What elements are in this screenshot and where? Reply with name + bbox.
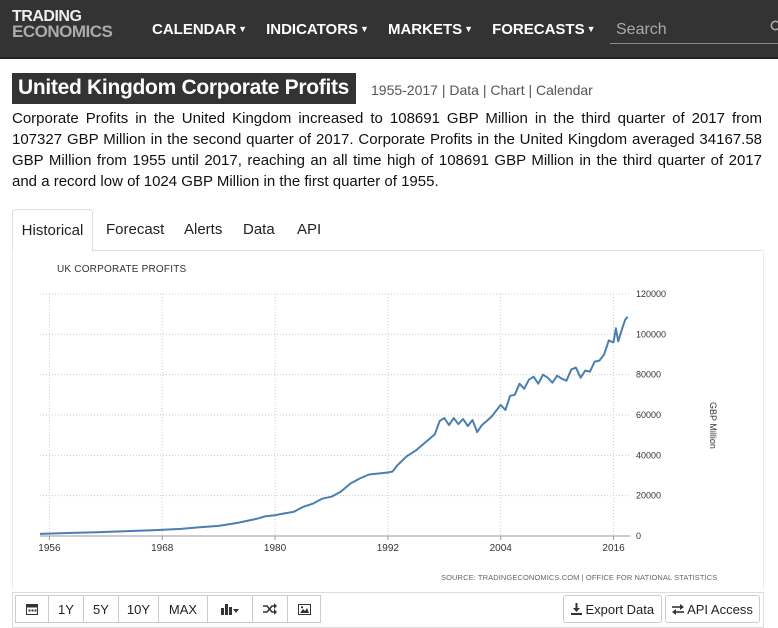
calendar-icon	[26, 602, 38, 617]
export-data-label: Export Data	[585, 602, 655, 617]
top-navbar: TRADING ECONOMICS CALENDAR ▼ INDICATORS ▼ …	[0, 0, 778, 59]
image-button[interactable]	[287, 595, 321, 623]
chart-toolbar: 1Y 5Y 10Y MAX Export Data API Acces	[12, 592, 764, 628]
chart-type-button[interactable]	[207, 595, 253, 623]
exchange-icon	[672, 602, 687, 617]
search-icon[interactable]	[770, 20, 778, 38]
page-title: United Kingdom Corporate Profits	[12, 73, 357, 104]
chart-title: UK CORPORATE PROFITS	[57, 264, 187, 275]
search-placeholder: Search	[616, 21, 667, 38]
nav-calendar-label: CALENDAR	[152, 21, 237, 38]
chart-container	[12, 250, 764, 590]
range-10y-button[interactable]: 10Y	[118, 595, 159, 623]
range-max-button[interactable]: MAX	[158, 595, 208, 623]
search-input[interactable]: Search	[610, 15, 778, 44]
caret-down-icon: ▼	[586, 24, 596, 34]
tab-bar: Historical Forecast Alerts Data API	[12, 209, 762, 252]
logo-line1: TRADING	[12, 8, 82, 25]
nav-forecasts[interactable]: FORECASTS ▼	[492, 21, 595, 38]
api-access-label: API Access	[687, 602, 753, 617]
tab-data[interactable]: Data	[243, 221, 275, 238]
nav-markets[interactable]: MARKETS ▼	[388, 21, 473, 38]
nav-forecasts-label: FORECASTS	[492, 21, 585, 38]
tab-alerts[interactable]: Alerts	[184, 221, 223, 238]
nav-calendar[interactable]: CALENDAR ▼	[152, 21, 247, 38]
site-logo[interactable]: TRADING ECONOMICS	[12, 8, 113, 41]
range-1y-button[interactable]: 1Y	[48, 595, 84, 623]
nav-indicators[interactable]: INDICATORS ▼	[266, 21, 369, 38]
logo-line2: ECONOMICS	[12, 22, 113, 41]
caret-down-icon: ▼	[464, 24, 474, 34]
api-access-button[interactable]: API Access	[665, 595, 760, 623]
shuffle-icon	[263, 602, 277, 617]
export-data-button[interactable]: Export Data	[563, 595, 662, 623]
title-links: 1955-2017 | Data | Chart | Calendar	[371, 82, 593, 98]
link-calendar[interactable]: Calendar	[536, 82, 593, 98]
link-chart[interactable]: Chart	[490, 82, 525, 98]
tab-historical[interactable]: Historical	[12, 209, 93, 252]
main-nav: CALENDAR ▼ INDICATORS ▼ MARKETS ▼ FORECASTS…	[152, 21, 615, 38]
link-data[interactable]: Data	[449, 82, 479, 98]
description-paragraph: Corporate Profits in the United Kingdom …	[12, 110, 762, 190]
calendar-button[interactable]	[15, 595, 49, 623]
tab-forecast[interactable]: Forecast	[106, 221, 165, 238]
caret-down-icon: ▼	[238, 24, 248, 34]
range-5y-button[interactable]: 5Y	[83, 595, 119, 623]
caret-down-icon: ▼	[360, 24, 369, 34]
bar-chart-icon	[221, 602, 239, 617]
compare-button[interactable]	[252, 595, 288, 623]
chart-source: SOURCE: TRADINGECONOMICS.COM | OFFICE FO…	[441, 573, 718, 582]
date-range: 1955-2017	[371, 82, 438, 98]
download-icon	[570, 602, 586, 617]
nav-indicators-label: INDICATORS	[266, 21, 359, 38]
nav-markets-label: MARKETS	[387, 21, 463, 38]
tab-api[interactable]: API	[297, 221, 322, 238]
image-icon	[297, 602, 311, 617]
